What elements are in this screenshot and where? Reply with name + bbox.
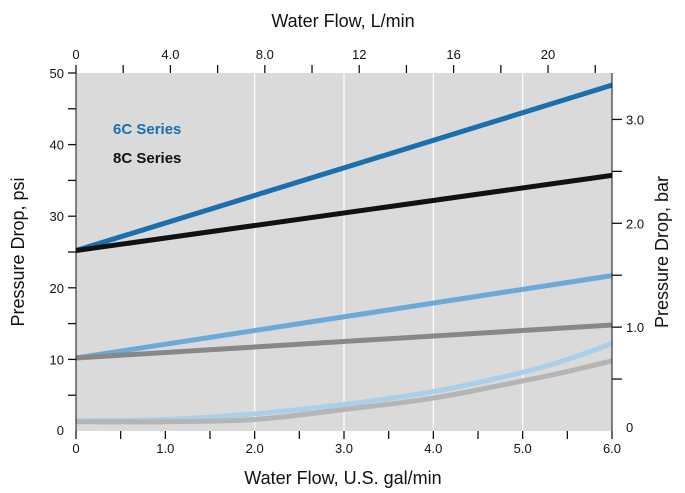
x-tick-label: 6.0 xyxy=(603,441,621,456)
legend-8c-series: 8C Series xyxy=(113,150,181,167)
y2-tick-label: 2.0 xyxy=(626,216,644,231)
x2-tick-label: 8.0 xyxy=(256,47,274,62)
y2-tick-label: 3.0 xyxy=(626,112,644,127)
y-tick-label: 10 xyxy=(50,352,64,367)
series-line-4 xyxy=(75,322,613,361)
x2-tick-label: 12 xyxy=(352,47,366,62)
series-line-1 xyxy=(75,82,613,253)
series-line-6 xyxy=(75,358,613,425)
x-tick-label: 3.0 xyxy=(335,441,353,456)
series-line-3 xyxy=(75,273,613,361)
y-tick-label: 0 xyxy=(57,423,64,438)
x-tick-label: 0 xyxy=(72,441,79,456)
y-tick-label: 20 xyxy=(50,281,64,296)
x-tick-label: 2.0 xyxy=(246,441,264,456)
y-tick-label: 40 xyxy=(50,138,64,153)
x-tick-label: 1.0 xyxy=(156,441,174,456)
x2-tick-label: 4.0 xyxy=(161,47,179,62)
series-line-2 xyxy=(75,172,613,254)
x-tick-label: 4.0 xyxy=(424,441,442,456)
y-tick-label: 30 xyxy=(50,209,64,224)
y-axis-title: Pressure Drop, psi xyxy=(8,177,28,326)
y2-tick-label: 0 xyxy=(626,420,633,435)
x2-tick-label: 20 xyxy=(541,47,555,62)
x-axis-title: Water Flow, U.S. gal/min xyxy=(244,468,441,488)
x2-axis-title: Water Flow, L/min xyxy=(271,11,414,31)
y2-tick-label: 1.0 xyxy=(626,320,644,335)
y-tick-label: 50 xyxy=(50,66,64,81)
x-tick-label: 5.0 xyxy=(514,441,532,456)
x2-tick-label: 0 xyxy=(72,47,79,62)
legend-6c-series: 6C Series xyxy=(113,121,181,138)
x2-tick-label: 16 xyxy=(446,47,460,62)
y2-axis-title: Pressure Drop, bar xyxy=(652,176,672,328)
